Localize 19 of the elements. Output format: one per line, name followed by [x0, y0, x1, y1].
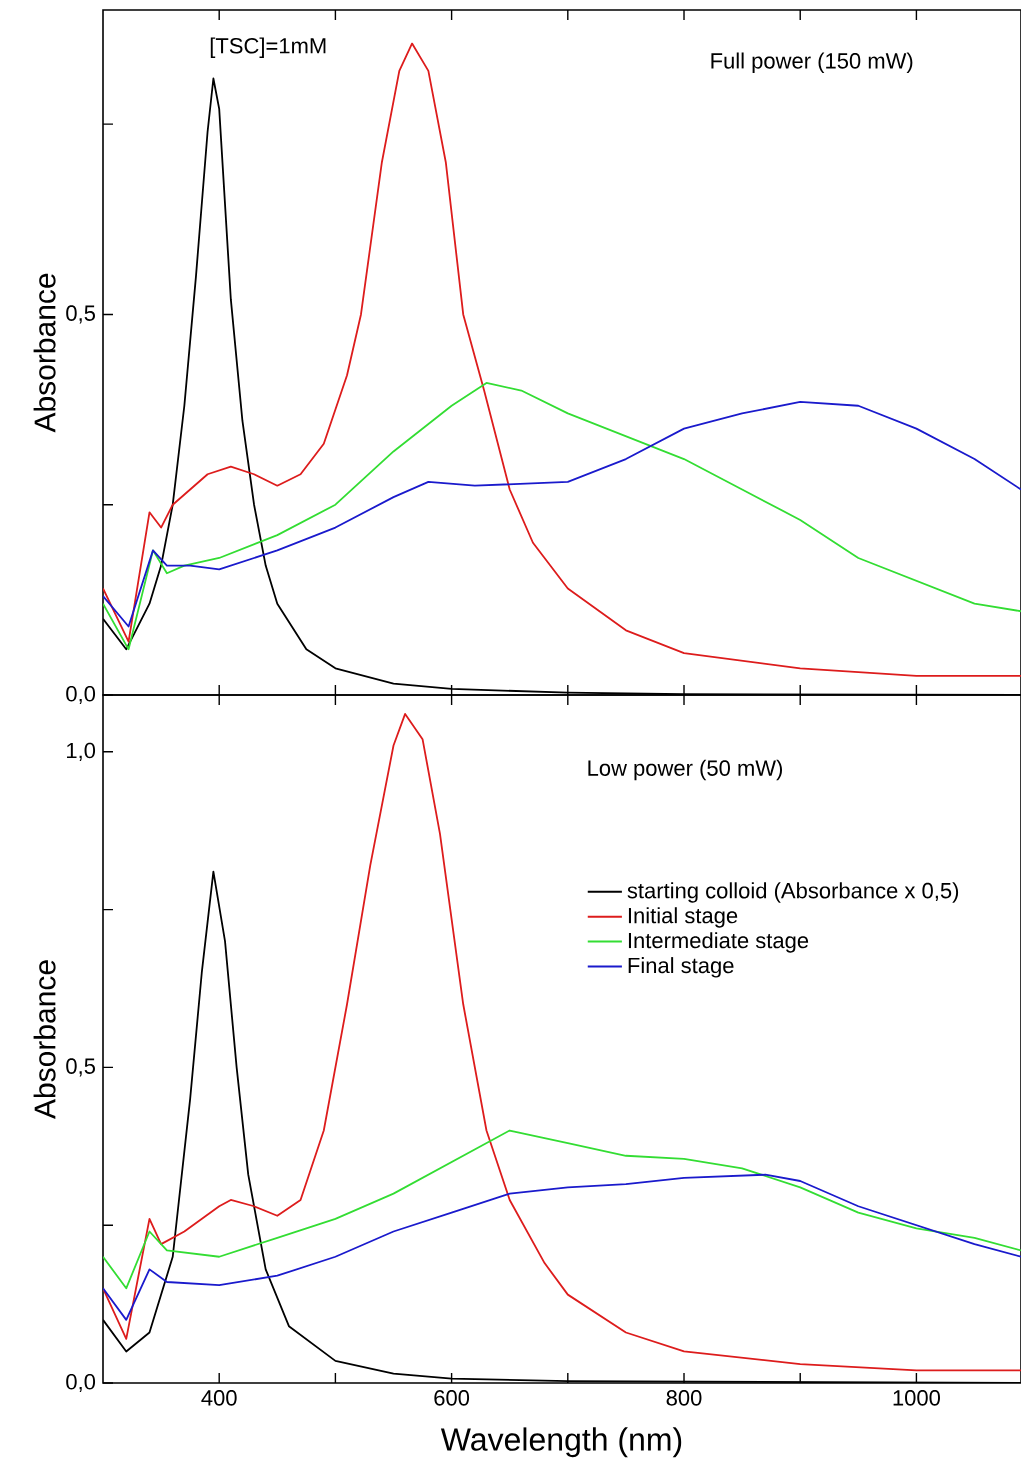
- y-tick-label: 1,0: [67, 742, 96, 761]
- x-tick-label: 600: [434, 1390, 470, 1406]
- legend-label: Final stage: [628, 957, 734, 978]
- y-tick-label: 0,0: [66, 685, 96, 705]
- y-axis-title: Absorbance: [33, 960, 56, 1119]
- annotation: [TSC]=1mM: [210, 37, 326, 58]
- x-tick-label: 800: [666, 1390, 702, 1406]
- legend-label: Intermediate stage: [628, 932, 809, 953]
- y-tick-label: 0,5: [66, 305, 95, 324]
- annotation: Full power (150 mW): [711, 52, 913, 73]
- y-tick-label: 0,5: [66, 1058, 95, 1077]
- legend-label: Initial stage: [628, 907, 738, 928]
- y-tick-label: 0,0: [66, 1373, 96, 1393]
- x-tick-label: 400: [201, 1390, 237, 1406]
- legend-label: starting colloid (Absorbance x 0,5): [627, 882, 959, 903]
- x-tick-label: 1000: [893, 1390, 940, 1406]
- annotation: Low power (50 mW): [588, 759, 783, 781]
- y-axis-title: Absorbance: [33, 273, 56, 433]
- x-axis-title: Wavelength (nm): [440, 1427, 682, 1458]
